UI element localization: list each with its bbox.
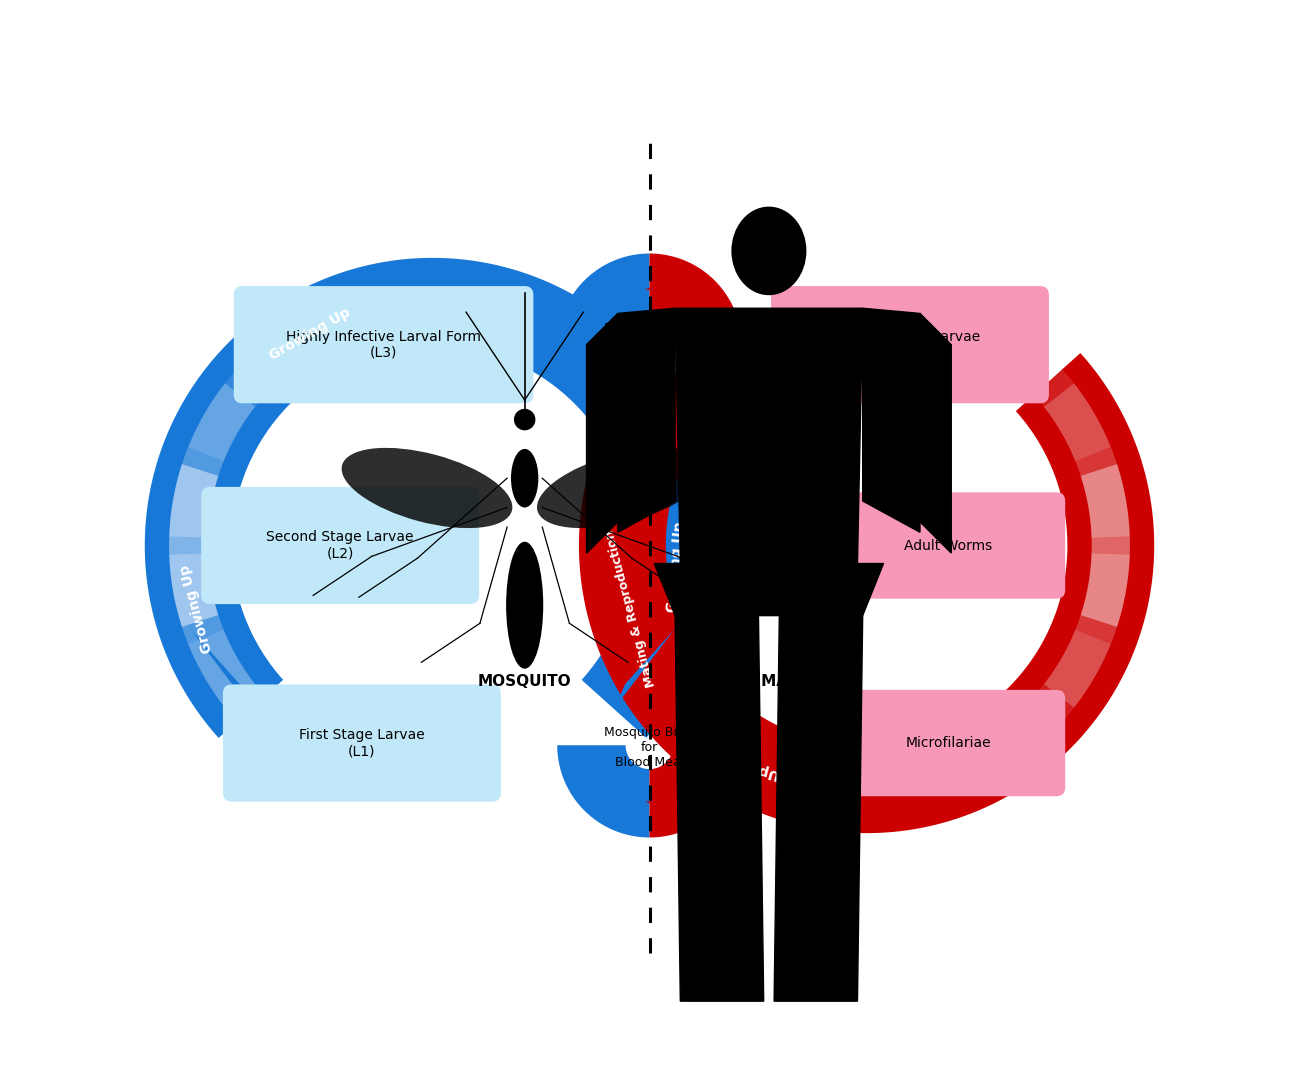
Text: Growing Up: Growing Up (757, 763, 850, 800)
Polygon shape (614, 801, 653, 803)
Polygon shape (976, 313, 1048, 382)
Polygon shape (579, 353, 1155, 834)
Text: Fourth Stage Larvae
(L4): Fourth Stage Larvae (L4) (839, 329, 981, 360)
Text: Mosquito Bites
for
Blood Meal: Mosquito Bites for Blood Meal (604, 322, 695, 365)
Text: MOSQUITO: MOSQUITO (478, 673, 572, 688)
Polygon shape (1044, 383, 1130, 538)
Polygon shape (650, 253, 742, 346)
FancyBboxPatch shape (223, 684, 501, 802)
FancyBboxPatch shape (772, 286, 1050, 404)
Ellipse shape (536, 448, 708, 528)
Polygon shape (587, 313, 618, 553)
Polygon shape (614, 288, 653, 290)
FancyBboxPatch shape (234, 286, 534, 404)
Polygon shape (614, 628, 674, 709)
Ellipse shape (342, 448, 512, 528)
FancyBboxPatch shape (831, 492, 1065, 599)
Polygon shape (675, 309, 863, 564)
Text: Microfilariae: Microfilariae (905, 736, 991, 750)
Polygon shape (625, 382, 685, 463)
Polygon shape (169, 383, 255, 538)
Text: Highly Infective Larval Form
(L3): Highly Infective Larval Form (L3) (286, 329, 481, 360)
Polygon shape (863, 309, 920, 532)
Ellipse shape (507, 542, 543, 669)
Polygon shape (675, 615, 764, 1002)
Text: Adult Worms: Adult Worms (904, 539, 992, 552)
Polygon shape (655, 564, 883, 615)
Polygon shape (169, 464, 218, 627)
Polygon shape (188, 630, 313, 769)
Polygon shape (650, 745, 742, 838)
Ellipse shape (511, 448, 538, 507)
FancyBboxPatch shape (201, 487, 479, 604)
Polygon shape (920, 313, 951, 553)
Polygon shape (1044, 553, 1130, 708)
Polygon shape (169, 553, 255, 708)
Polygon shape (986, 322, 1111, 461)
Text: Growing Up: Growing Up (178, 563, 216, 655)
Text: Growing Up: Growing Up (665, 520, 687, 613)
Polygon shape (646, 801, 685, 803)
Polygon shape (557, 745, 650, 838)
Text: Second Stage Larvae
(L2): Second Stage Larvae (L2) (266, 530, 414, 561)
Polygon shape (618, 309, 675, 532)
Text: Mosquito Bites
for
Blood Meal: Mosquito Bites for Blood Meal (604, 726, 695, 769)
Text: First Stage Larvae
(L1): First Stage Larvae (L1) (299, 728, 425, 758)
Ellipse shape (731, 206, 807, 296)
Polygon shape (774, 615, 863, 1002)
Polygon shape (646, 288, 685, 290)
Ellipse shape (514, 409, 535, 430)
Text: Mating & Reproduction: Mating & Reproduction (604, 529, 659, 688)
Polygon shape (1081, 464, 1130, 627)
Polygon shape (986, 630, 1111, 769)
Polygon shape (557, 253, 650, 346)
Polygon shape (144, 257, 720, 738)
Text: Growing Up: Growing Up (268, 305, 353, 363)
Polygon shape (190, 628, 251, 709)
Text: HUMAN: HUMAN (737, 673, 801, 688)
FancyBboxPatch shape (831, 690, 1065, 796)
Polygon shape (188, 322, 313, 461)
